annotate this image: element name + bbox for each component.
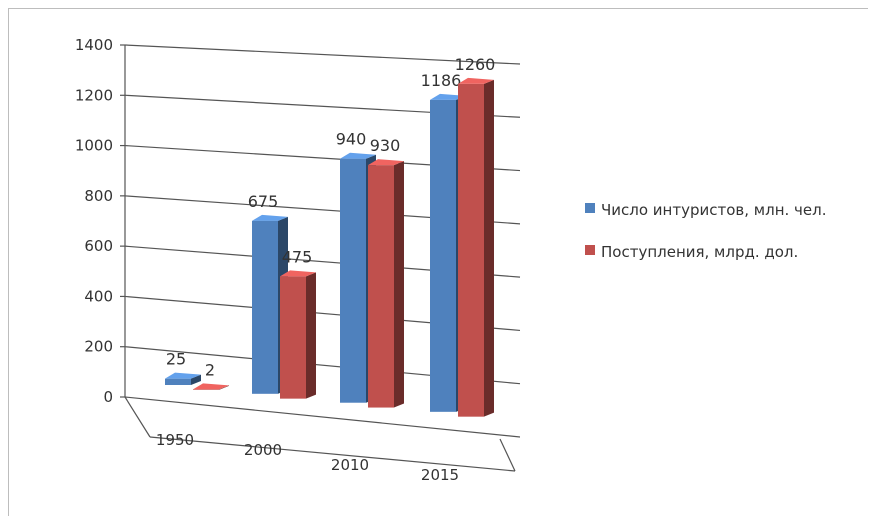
data-label: 25	[166, 350, 186, 369]
y-tick-label: 400	[84, 287, 113, 305]
x-axis	[149, 436, 516, 472]
bar-side	[191, 374, 201, 385]
data-label: 1186	[421, 71, 462, 90]
x-tick-label: 1950	[156, 431, 194, 449]
bar-side	[484, 79, 494, 417]
chart-frame	[8, 8, 868, 516]
gridline	[124, 44, 521, 65]
data-label: 930	[370, 136, 401, 155]
data-label: 940	[336, 130, 367, 149]
gridline	[124, 396, 521, 438]
bar-tourists	[252, 220, 278, 394]
legend-item-tourists: Число интуристов, млн. чел.	[585, 198, 865, 222]
y-tick-label: 800	[84, 187, 113, 205]
bar-top	[280, 270, 316, 277]
bar-tourists	[340, 158, 366, 403]
data-label: 2	[205, 360, 215, 379]
bar-top	[430, 93, 466, 100]
bar-top	[165, 372, 201, 379]
legend-label-tourists: Число интуристов, млн. чел.	[601, 201, 827, 219]
bar-receipts	[193, 389, 219, 390]
legend-swatch-receipts	[585, 245, 595, 255]
bar-tourists	[430, 99, 456, 412]
bar-receipts	[280, 276, 306, 399]
bar-top	[368, 159, 404, 166]
bar-side	[394, 161, 404, 408]
bar-receipts	[368, 165, 394, 408]
bar-top	[458, 77, 494, 84]
bar-side	[219, 385, 229, 390]
legend: Число интуристов, млн. чел. Поступления,…	[585, 198, 865, 282]
bar-top	[193, 383, 229, 390]
bar-top	[252, 214, 288, 221]
y-tick-label: 600	[84, 237, 113, 255]
x-tick-label: 2000	[244, 441, 282, 459]
bar-side	[306, 272, 316, 399]
floor-edge	[499, 438, 516, 472]
y-tick-label: 1400	[75, 36, 113, 54]
floor-edge	[124, 396, 151, 438]
x-tick-label: 2010	[331, 456, 369, 474]
x-tick-label: 2015	[421, 466, 459, 484]
y-tick-label: 200	[84, 338, 113, 356]
legend-swatch-tourists	[585, 203, 595, 213]
bar-receipts	[458, 83, 484, 417]
data-label: 675	[248, 192, 279, 211]
y-tick-label: 1000	[75, 137, 113, 155]
y-tick-label: 0	[103, 388, 113, 406]
bar-tourists	[165, 378, 191, 385]
legend-item-receipts: Поступления, млрд. дол.	[585, 240, 865, 264]
data-label: 1260	[455, 55, 496, 74]
data-label: 475	[282, 247, 313, 266]
y-tick-label: 1200	[75, 86, 113, 104]
bar-top	[340, 152, 376, 159]
legend-label-receipts: Поступления, млрд. дол.	[601, 243, 799, 261]
